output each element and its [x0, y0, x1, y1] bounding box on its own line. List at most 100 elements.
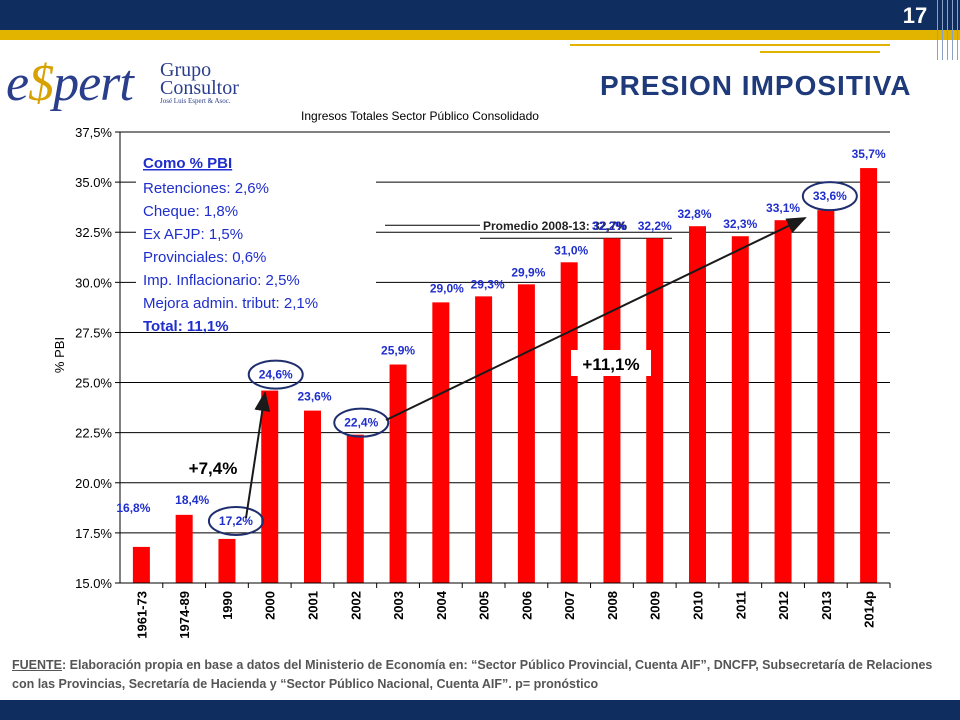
- y-tick-label: 27.5%: [75, 325, 112, 340]
- increase-arrow-2: [385, 217, 807, 421]
- x-tick-label: 1974-89: [177, 591, 192, 639]
- x-tick-label: 2010: [691, 591, 706, 620]
- bar: [860, 168, 878, 583]
- x-tick-label: 2013: [819, 591, 834, 620]
- logo-line-2: Consultor: [160, 77, 239, 99]
- data-label: 32,2%: [592, 219, 626, 233]
- y-tick-label: 25.0%: [75, 376, 112, 391]
- gold-stripe: [0, 30, 960, 40]
- bar: [731, 236, 749, 583]
- bar: [432, 302, 450, 583]
- x-tick-label: 2008: [605, 591, 620, 620]
- data-label: 24,6%: [259, 368, 293, 382]
- data-label: 32,8%: [677, 207, 711, 221]
- company-logo: e$pert: [6, 55, 134, 112]
- data-label: 35,7%: [852, 147, 886, 161]
- y-tick-label: 32.5%: [75, 225, 112, 240]
- x-tick-label: 2004: [434, 590, 449, 620]
- highlight-circle: [333, 407, 390, 438]
- x-tick-label: 2009: [648, 591, 663, 620]
- bar: [218, 538, 236, 583]
- data-label: 17,2%: [219, 514, 253, 528]
- highlight-circle: [207, 506, 264, 536]
- data-label: 33,6%: [813, 189, 847, 203]
- x-tick-label: 1990: [220, 591, 235, 620]
- x-tick-label: 2005: [477, 591, 492, 620]
- y-tick-label: 15.0%: [75, 576, 112, 591]
- logo-dollar-sign: $: [28, 55, 54, 112]
- y-tick-label: 37,5%: [75, 125, 112, 140]
- y-tick-label: 30.0%: [75, 275, 112, 290]
- data-label: 29,9%: [511, 265, 545, 279]
- data-label: 18,4%: [175, 493, 209, 507]
- legend-item: Retenciones: 2,6%: [143, 180, 269, 197]
- bar: [304, 410, 321, 583]
- decorative-lines: [935, 0, 960, 60]
- page-number: 17: [902, 3, 928, 28]
- x-tick-label: 2014p: [862, 591, 877, 628]
- top-banner: [0, 0, 960, 30]
- x-tick-label: 2000: [263, 591, 278, 620]
- legend-item: Mejora admin. tribut: 2,1%: [143, 295, 318, 312]
- data-label: 29,3%: [471, 277, 505, 291]
- bar: [689, 226, 706, 583]
- x-tick-label: 2011: [733, 591, 748, 619]
- increase-2-label: +11,1%: [582, 355, 639, 374]
- average-note: Promedio 2008-13: 32,7%: [483, 219, 627, 233]
- y-axis-label: % PBI: [52, 337, 67, 373]
- highlight-circle: [247, 359, 304, 390]
- bar: [175, 514, 193, 583]
- x-tick-label: 1961-73: [134, 591, 149, 639]
- y-tick-label: 17.5%: [75, 526, 112, 541]
- y-tick-label: 35.0%: [75, 175, 112, 190]
- y-tick-label: 22.5%: [75, 426, 112, 441]
- highlight-circle: [801, 181, 858, 212]
- bar: [389, 364, 407, 583]
- x-tick-label: 2006: [519, 591, 534, 620]
- x-tick-label: 2012: [776, 591, 791, 620]
- gold-line: [570, 44, 890, 46]
- logo-letter-e: e: [6, 55, 29, 112]
- bar: [132, 546, 150, 583]
- logo-line-3: José Luis Espert & Asoc.: [160, 97, 231, 105]
- logo-line-1: Grupo: [160, 59, 212, 81]
- x-tick-label: 2001: [306, 591, 321, 620]
- data-label: 23,6%: [297, 390, 331, 404]
- bar: [517, 284, 535, 583]
- increase-1-bg: [180, 454, 246, 480]
- bar: [646, 238, 664, 584]
- bar: [774, 220, 792, 583]
- source-text: : Elaboración propia en base a datos del…: [12, 658, 933, 691]
- data-label: 29,0%: [430, 281, 464, 295]
- bar: [346, 434, 364, 583]
- data-label: 32,2%: [638, 219, 672, 233]
- increase-2-bg: [571, 350, 651, 376]
- data-label: 31,0%: [554, 243, 588, 257]
- legend-item: Imp. Inflacionario: 2,5%: [143, 272, 300, 289]
- bar: [261, 390, 279, 583]
- data-label: 33,1%: [766, 201, 800, 215]
- legend-item: Provinciales: 0,6%: [143, 249, 266, 266]
- data-label: 22,4%: [344, 416, 378, 430]
- gold-line-short: [760, 51, 880, 53]
- bar: [603, 238, 621, 584]
- data-label: 16,8%: [116, 501, 150, 515]
- bar: [560, 262, 578, 583]
- source-label: FUENTE: [12, 658, 62, 672]
- data-label: 25,9%: [381, 344, 415, 358]
- legend-item: Cheque: 1,8%: [143, 203, 238, 220]
- data-label: 32,3%: [723, 217, 757, 231]
- x-tick-label: 2002: [348, 591, 363, 620]
- chart-title: Ingresos Totales Sector Público Consolid…: [301, 109, 539, 123]
- increase-1-label: +7,4%: [189, 459, 238, 478]
- legend-heading: Como % PBI: [143, 155, 232, 172]
- x-tick-label: 2003: [391, 591, 406, 620]
- source-footnote: FUENTE: Elaboración propia en base a dat…: [12, 656, 952, 694]
- y-tick-label: 20.0%: [75, 476, 112, 491]
- bar: [475, 296, 493, 583]
- logo-letters: pert: [53, 55, 134, 112]
- legend-total: Total: 11,1%: [143, 318, 229, 335]
- increase-arrow-1: [245, 391, 271, 519]
- legend-item: Ex AFJP: 1,5%: [143, 226, 243, 243]
